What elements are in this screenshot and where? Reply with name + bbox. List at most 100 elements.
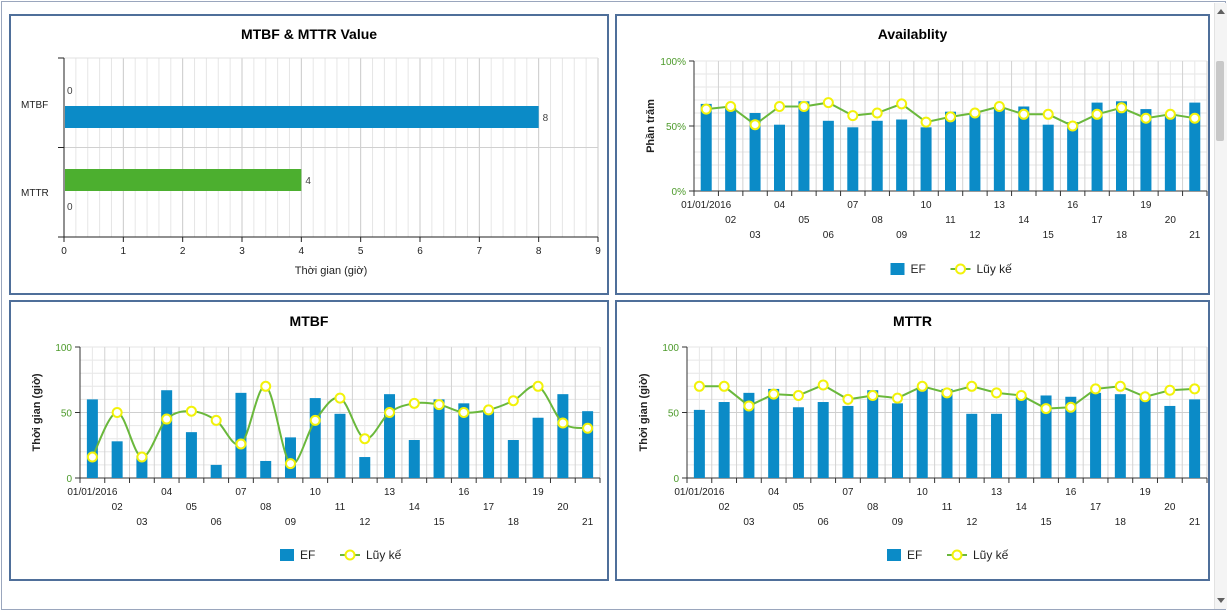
line-marker <box>1091 108 1103 120</box>
bar <box>1164 115 1176 191</box>
x-tick-label: 12 <box>966 517 978 528</box>
bar <box>359 457 371 478</box>
bar <box>718 402 730 478</box>
line-marker <box>1116 102 1127 114</box>
bar <box>532 417 544 478</box>
bar <box>993 107 1005 191</box>
availability-panel: Availablity 0% 50% 100% Phần trăm 01/01/2016… <box>615 14 1210 295</box>
x-tick-label: 02 <box>112 502 124 513</box>
y-tick-label: 100 <box>662 343 679 354</box>
line-marker <box>235 438 247 450</box>
y-tick-label: 0% <box>672 187 687 198</box>
x-tick-label: 10 <box>921 200 933 211</box>
scroll-thumb[interactable] <box>1216 61 1224 141</box>
chart-title: MTBF & MTTR Value <box>240 26 378 42</box>
x-tick-label: 8 <box>536 246 542 257</box>
bar <box>941 388 953 478</box>
x-tick-label: 05 <box>186 502 198 513</box>
x-tick-label: 09 <box>892 517 904 528</box>
y-axis-label: Thời gian (giờ) <box>638 373 650 451</box>
line-marker <box>891 392 903 404</box>
line-marker <box>867 389 879 401</box>
x-tick-label: 13 <box>991 487 1003 498</box>
x-tick-label: 07 <box>842 487 854 498</box>
bar <box>774 124 785 191</box>
x-tick-label: 01/01/2016 <box>67 487 117 498</box>
bar <box>1164 405 1176 478</box>
line-marker <box>507 395 519 407</box>
line-marker <box>1042 108 1054 120</box>
x-tick-label: 18 <box>508 517 520 528</box>
scroll-down-icon[interactable] <box>1217 598 1225 603</box>
legend-label-ef: EF <box>907 548 922 562</box>
x-tick-label: 20 <box>557 502 569 513</box>
x-tick-label: 19 <box>1140 200 1152 211</box>
x-tick-label: 18 <box>1116 230 1128 241</box>
x-tick-label: 15 <box>433 517 445 528</box>
vertical-scrollbar[interactable] <box>1214 3 1227 609</box>
x-tick-label: 12 <box>359 517 371 528</box>
bar <box>111 441 123 478</box>
bar <box>945 111 956 191</box>
x-tick-label: 20 <box>1164 502 1176 513</box>
bar <box>86 399 98 478</box>
y-tick-label: 100% <box>660 57 686 68</box>
line-marker <box>945 111 956 123</box>
line-marker <box>334 392 346 404</box>
bar <box>557 394 569 478</box>
line-marker <box>693 380 705 392</box>
line-marker <box>1140 112 1152 124</box>
bar <box>822 120 834 191</box>
mttr-chart: 0 50 100 Thời gian (giờ) 01/01/2016 02 03 04 05 0… <box>638 343 1208 562</box>
mtbf-panel: MTBF 0 5 0 100 Thời gian (giờ) 01/01/2016 02 03… <box>9 300 609 581</box>
y-tick-label: 50% <box>666 122 686 133</box>
y-axis-label: Phần trăm <box>645 99 657 153</box>
line-marker <box>991 387 1003 399</box>
line-marker <box>847 110 859 122</box>
bar <box>749 113 761 191</box>
bar <box>991 413 1003 478</box>
bar <box>896 119 908 191</box>
line-marker <box>1114 380 1126 392</box>
line-marker <box>871 107 883 119</box>
legend-swatch-ef <box>890 263 905 275</box>
bar <box>1140 109 1152 191</box>
line-marker <box>743 400 755 412</box>
x-tick-label: 10 <box>917 487 929 498</box>
x-tick-label: 02 <box>719 502 731 513</box>
y-axis-label: Thời gian (giờ) <box>31 373 43 451</box>
scroll-up-icon[interactable] <box>1217 9 1225 14</box>
x-tick-label: 19 <box>533 487 545 498</box>
bar <box>458 403 470 478</box>
x-tick-label: 16 <box>458 487 470 498</box>
bar <box>1139 398 1151 478</box>
bar <box>891 403 903 478</box>
line-marker <box>725 101 737 112</box>
line-marker <box>718 380 730 392</box>
bar <box>1114 394 1126 478</box>
chart-title: MTBF <box>289 313 329 329</box>
bar <box>1067 122 1079 191</box>
line-marker <box>1189 112 1201 124</box>
x-tick-label: 07 <box>847 200 859 211</box>
x-tick-label: 14 <box>1018 215 1030 226</box>
bar <box>792 407 804 478</box>
bar <box>1091 102 1103 191</box>
line-marker <box>532 380 544 392</box>
y-tick-label: 0 <box>66 474 72 485</box>
line-marker <box>774 101 785 112</box>
availability-chart: 0% 50% 100% Phần trăm 01/01/2016 02 03 04 05 06 07… <box>645 57 1208 276</box>
bar <box>408 440 420 478</box>
y-tick-label: 50 <box>668 409 680 420</box>
bar <box>65 106 539 128</box>
line-marker <box>483 404 495 416</box>
x-tick-label: 06 <box>818 517 830 528</box>
y-tick-label: 100 <box>55 343 72 354</box>
legend-swatch-ef <box>280 549 294 561</box>
x-tick-label: 13 <box>994 200 1006 211</box>
line-marker <box>359 433 371 445</box>
legend-marker-luyke <box>344 549 356 561</box>
bar <box>871 120 883 191</box>
x-tick-label: 03 <box>136 517 148 528</box>
x-tick-label: 03 <box>743 517 755 528</box>
